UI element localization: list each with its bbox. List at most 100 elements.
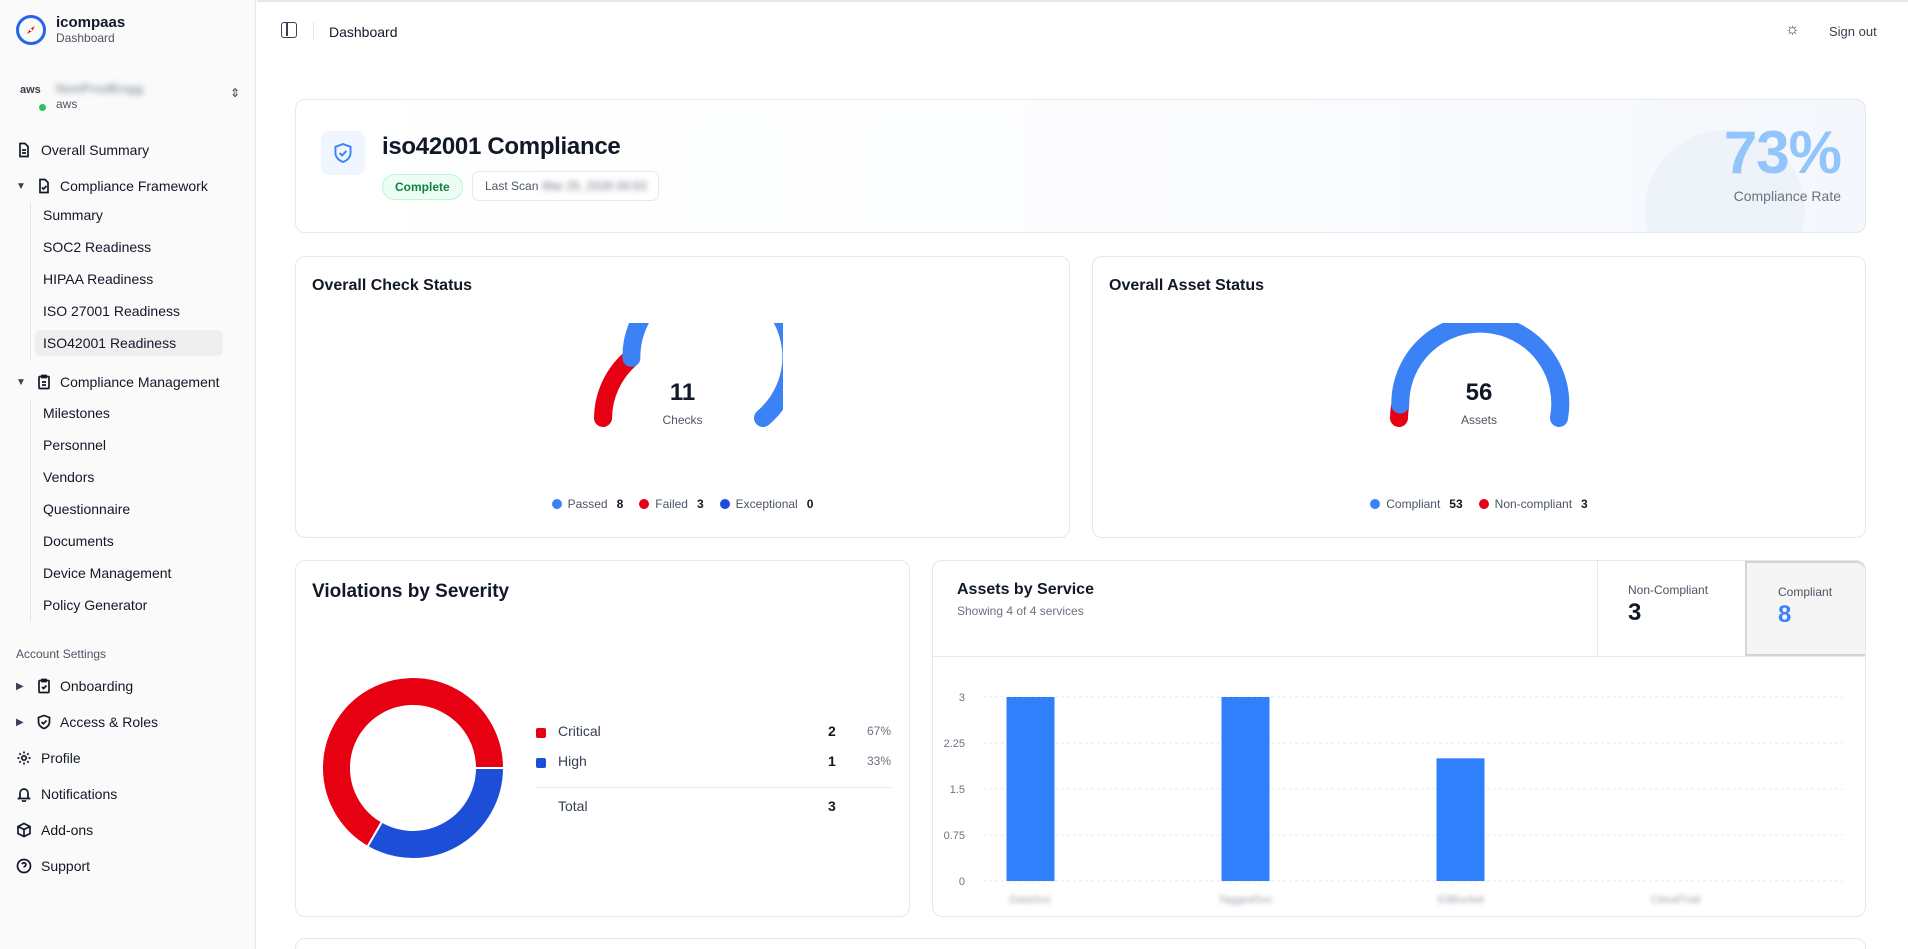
clipboard-icon xyxy=(38,374,50,390)
compliant-dot xyxy=(1370,499,1381,509)
y-tick-label: 0 xyxy=(959,876,965,888)
topbar-divider xyxy=(313,22,314,40)
brand-title: icompaas xyxy=(56,14,126,31)
y-tick-label: 0.75 xyxy=(944,830,965,842)
chevron-down-icon: ▼ xyxy=(16,180,26,192)
org-switcher[interactable]: aws NonProdEngg aws ⇕ xyxy=(16,78,240,114)
compliant-filter-tab[interactable]: Compliant 8 xyxy=(1745,561,1865,656)
chevron-down-icon: ▼ xyxy=(16,376,26,388)
nav-notifications[interactable]: Notifications xyxy=(16,783,117,805)
last-scan-label: Last Scan xyxy=(485,179,539,193)
y-tick-label: 1.5 xyxy=(950,784,965,796)
shield-check-icon xyxy=(321,131,365,175)
card-title: Violations by Severity xyxy=(312,581,510,602)
critical-swatch xyxy=(536,728,546,738)
card-subtitle: Showing 4 of 4 services xyxy=(957,604,1084,618)
sidebar: icompaas Dashboard aws NonProdEngg aws ⇕… xyxy=(0,0,256,949)
asset-status-gauge xyxy=(1390,323,1570,427)
file-check-icon xyxy=(39,178,49,194)
nav-support[interactable]: Support xyxy=(16,855,90,877)
assets-total: 56 xyxy=(1465,379,1493,406)
online-status-dot xyxy=(38,103,47,112)
exceptional-dot xyxy=(719,499,730,509)
subnav-documents[interactable]: Documents xyxy=(43,533,114,549)
page-title: Dashboard xyxy=(329,24,398,40)
subnav-vendors[interactable]: Vendors xyxy=(43,469,95,485)
checks-total: 11 xyxy=(669,379,696,406)
bar-2[interactable] xyxy=(1436,758,1485,881)
asset-status-legend: Compliant 53 Non-compliant 3 xyxy=(1093,497,1865,511)
legend-failed: Failed 3 xyxy=(639,497,704,511)
header-divider xyxy=(933,656,1865,657)
sidebar-toggle-icon[interactable] xyxy=(281,22,297,38)
donut-slice-high[interactable] xyxy=(366,767,506,860)
compliance-title: iso42001 Compliance xyxy=(382,133,621,160)
donut-slice-critical[interactable] xyxy=(321,676,506,849)
account-settings-label: Account Settings xyxy=(16,647,107,661)
violations-by-severity-card: Violations by Severity Critical 2 67% Hi… xyxy=(295,560,910,917)
aws-logo-icon: aws xyxy=(16,81,48,112)
chevron-right-icon: ▶ xyxy=(16,716,24,728)
nav-overall-summary[interactable]: Overall Summary xyxy=(16,139,149,161)
subnav-personnel[interactable]: Personnel xyxy=(43,437,107,453)
status-badge: Complete xyxy=(382,174,463,200)
assets-by-service-bar-chart: 0 0.75 1.5 2.25 3 DataSvc TaggedSvc S3Bucket Clo… xyxy=(944,692,1843,906)
passed-dot xyxy=(551,499,562,509)
subnav-iso42001-readiness[interactable]: ISO42001 Readiness xyxy=(35,330,223,356)
nav-compliance-framework[interactable]: ▼ Compliance Framework xyxy=(16,178,208,194)
overall-check-status-card: Overall Check Status 11 Checks Passed 8 F… xyxy=(295,256,1070,538)
compliance-hero-card: iso42001 Compliance Complete Last Scan Ma… xyxy=(295,99,1866,233)
check-status-gauge xyxy=(593,323,783,427)
subnav-device-management[interactable]: Device Management xyxy=(43,565,172,581)
chevron-right-icon: ▶ xyxy=(16,680,24,692)
subnav-soc2-readiness[interactable]: SOC2 Readiness xyxy=(43,239,152,255)
clipboard-check-icon xyxy=(38,678,50,694)
nav-profile[interactable]: Profile xyxy=(16,747,81,769)
theme-toggle-sun-icon[interactable]: ☼ xyxy=(1785,21,1800,38)
nav-access-roles[interactable]: ▶ Access & Roles xyxy=(16,714,159,730)
card-title: Overall Asset Status xyxy=(1109,277,1265,294)
nav-onboarding[interactable]: ▶ Onboarding xyxy=(16,678,134,694)
card-title: Overall Check Status xyxy=(312,277,473,294)
high-swatch xyxy=(536,758,546,768)
bar-0[interactable] xyxy=(1006,697,1055,881)
assets-by-service-card: Assets by Service Showing 4 of 4 service… xyxy=(932,560,1866,917)
assets-unit: Assets xyxy=(1460,413,1497,427)
brand[interactable]: icompaas Dashboard xyxy=(16,14,125,46)
y-tick-label: 2.25 xyxy=(944,738,965,750)
non-compliant-dot xyxy=(1478,499,1489,509)
severity-row-critical: Critical 2 67% xyxy=(536,721,891,751)
bar-1[interactable] xyxy=(1221,697,1270,881)
subnav-iso27001-readiness[interactable]: ISO 27001 Readiness xyxy=(43,303,180,319)
subnav-questionnaire[interactable]: Questionnaire xyxy=(43,501,131,517)
compliance-rate-value: 73% xyxy=(1723,119,1842,186)
legend-exceptional: Exceptional 0 xyxy=(719,497,813,511)
last-scan-value: Mar 25, 2026 00:53 xyxy=(542,179,647,193)
severity-total-row: Total 3 xyxy=(536,787,891,823)
subnav-policy-generator[interactable]: Policy Generator xyxy=(43,597,148,613)
subnav-summary[interactable]: Summary xyxy=(43,207,103,223)
overall-asset-status-card: Overall Asset Status 56 Assets Compliant… xyxy=(1092,256,1866,538)
nav-compliance-management[interactable]: ▼ Compliance Management xyxy=(16,374,220,390)
org-provider: aws xyxy=(56,96,78,111)
legend-non-compliant: Non-compliant 3 xyxy=(1478,497,1588,511)
brand-subtitle: Dashboard xyxy=(56,31,115,45)
non-compliant-filter-tab[interactable]: Non-Compliant 3 xyxy=(1597,561,1745,656)
top-bar: Dashboard ☼ Sign out xyxy=(257,0,1908,62)
check-status-legend: Passed 8 Failed 3 Exceptional 0 xyxy=(296,497,1069,511)
x-tick-label: TaggedSvc xyxy=(1218,894,1273,906)
compass-logo-icon xyxy=(16,15,46,45)
compliance-framework-subnav: Summary SOC2 Readiness HIPAA Readiness I… xyxy=(30,202,223,360)
nav-addons[interactable]: Add-ons xyxy=(16,819,93,841)
last-scan-badge: Last Scan Mar 25, 2026 00:53 xyxy=(472,171,660,201)
legend-passed: Passed 8 xyxy=(551,497,623,511)
document-icon xyxy=(19,142,29,158)
subnav-milestones[interactable]: Milestones xyxy=(43,405,110,421)
checks-unit: Checks xyxy=(662,413,703,427)
compliance-rate: 73% Compliance Rate xyxy=(1723,119,1842,205)
subnav-hipaa-readiness[interactable]: HIPAA Readiness xyxy=(43,271,154,287)
chevron-up-down-icon[interactable]: ⇕ xyxy=(229,86,240,100)
severity-table: Critical 2 67% High 1 33% Total 3 xyxy=(536,721,891,823)
sign-out-button[interactable]: Sign out xyxy=(1829,24,1877,39)
legend-compliant: Compliant 53 xyxy=(1370,497,1463,511)
